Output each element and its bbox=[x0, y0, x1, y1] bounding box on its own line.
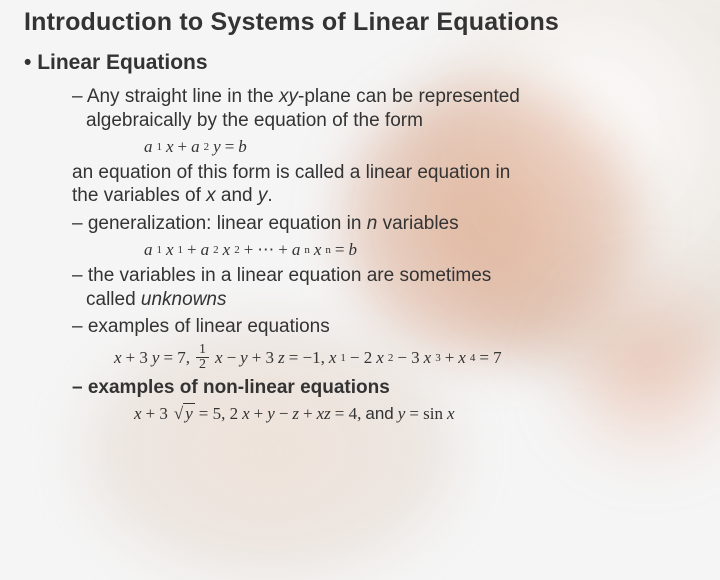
slide-title: Introduction to Systems of Linear Equati… bbox=[24, 8, 696, 37]
var-n: n bbox=[367, 213, 378, 234]
text: Any straight line in the bbox=[87, 86, 279, 107]
text: the variables in a linear equation are s… bbox=[88, 265, 491, 286]
bullet-1: Any straight line in the xy-plane can be… bbox=[72, 85, 696, 133]
text: -plane can be represented bbox=[298, 86, 520, 107]
text: examples of linear equations bbox=[88, 316, 330, 337]
text: called bbox=[86, 289, 141, 310]
text: generalization: linear equation in bbox=[88, 213, 367, 234]
text: . bbox=[267, 185, 272, 206]
equation-1: a1x + a2y = b bbox=[144, 137, 696, 157]
equation-3: x + 3y = 7, 12 x − y + 3z = −1, x1 − 2x2… bbox=[114, 343, 696, 372]
var-y: y bbox=[258, 185, 268, 206]
bullet-5: examples of linear equations bbox=[72, 315, 696, 339]
text: the variables of bbox=[72, 185, 206, 206]
var-x: x bbox=[206, 185, 216, 206]
bullet-3: generalization: linear equation in n var… bbox=[72, 212, 696, 236]
equation-2: a1x1 + a2x2 + ⋯ + anxn = b bbox=[144, 240, 696, 260]
text: algebraically by the equation of the for… bbox=[86, 110, 423, 131]
text: variables bbox=[377, 213, 458, 234]
bullet-6: examples of non-linear equations bbox=[72, 376, 696, 400]
equation-4: x + 3y = 5, 2x + y − z + xz = 4, and y =… bbox=[134, 404, 696, 424]
text: an equation of this form is called a lin… bbox=[72, 162, 510, 183]
var-xy: xy bbox=[279, 86, 298, 107]
text: and bbox=[216, 185, 258, 206]
text: examples of non-linear equations bbox=[88, 377, 390, 398]
section-heading: Linear Equations bbox=[24, 51, 696, 75]
unknowns: unknowns bbox=[141, 289, 227, 310]
bullet-2: an equation of this form is called a lin… bbox=[72, 161, 696, 209]
bullet-4: the variables in a linear equation are s… bbox=[72, 264, 696, 312]
